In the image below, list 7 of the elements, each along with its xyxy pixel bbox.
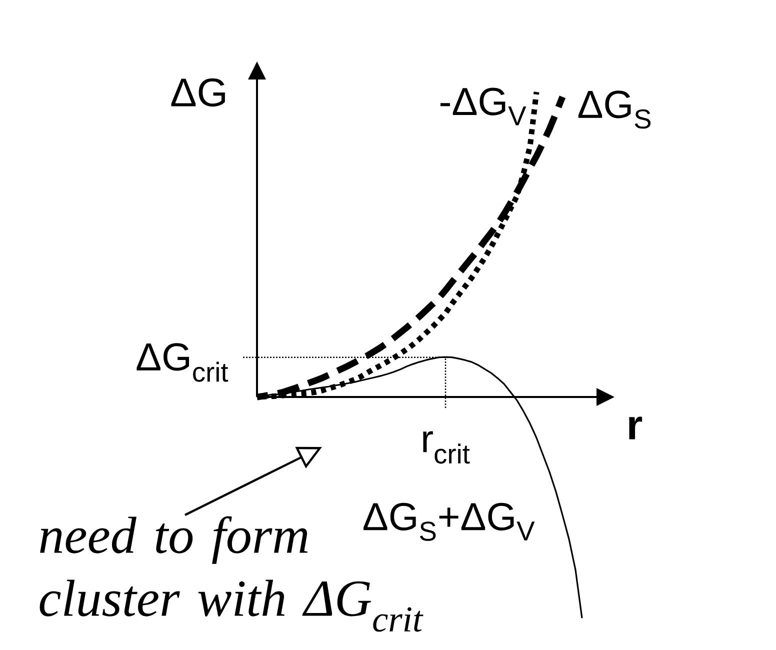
ref-line-label: ΔG$_{crit}$ [136,343,228,382]
series-label: ΔG$_{S}$ [578,90,651,129]
series-label: ΔG$_{S}$+ΔG$_{V}$ [363,502,535,541]
series-label: -ΔG$_{V}$ [440,88,526,126]
x-axis-title: r [629,416,642,440]
annotation: r$_{crit}$ [423,431,470,464]
y-axis-title: ΔG [171,78,225,107]
